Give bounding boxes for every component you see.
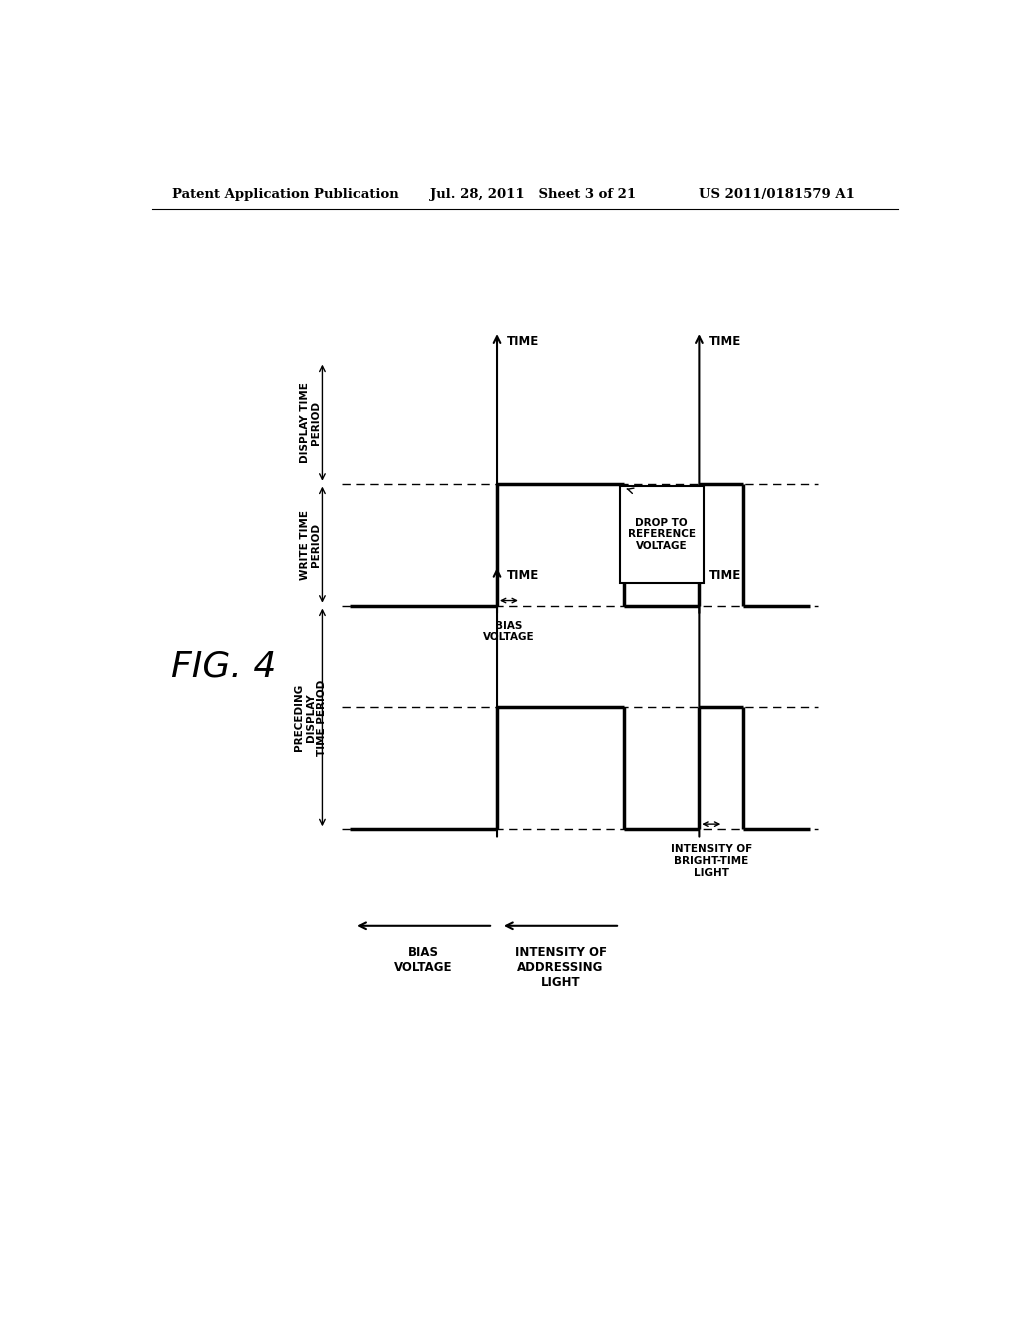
Text: DROP TO
REFERENCE
VOLTAGE: DROP TO REFERENCE VOLTAGE — [628, 517, 695, 550]
FancyBboxPatch shape — [620, 486, 703, 583]
Text: BIAS
VOLTAGE: BIAS VOLTAGE — [483, 620, 535, 643]
Text: WRITE TIME
PERIOD: WRITE TIME PERIOD — [300, 510, 322, 579]
Text: TIME: TIME — [507, 569, 539, 582]
Text: INTENSITY OF
BRIGHT-TIME
LIGHT: INTENSITY OF BRIGHT-TIME LIGHT — [671, 845, 752, 878]
Text: US 2011/0181579 A1: US 2011/0181579 A1 — [699, 189, 855, 202]
Text: FIG. 4: FIG. 4 — [171, 649, 275, 684]
Text: TIME: TIME — [709, 569, 741, 582]
Text: PRECEDING
DISPLAY
TIME PERIOD: PRECEDING DISPLAY TIME PERIOD — [294, 680, 327, 755]
Text: TIME: TIME — [507, 335, 539, 348]
Text: DISPLAY TIME
PERIOD: DISPLAY TIME PERIOD — [300, 383, 322, 463]
Text: TIME: TIME — [709, 335, 741, 348]
Text: Jul. 28, 2011   Sheet 3 of 21: Jul. 28, 2011 Sheet 3 of 21 — [430, 189, 636, 202]
Text: Patent Application Publication: Patent Application Publication — [172, 189, 398, 202]
Text: BIAS
VOLTAGE: BIAS VOLTAGE — [394, 946, 453, 974]
Text: INTENSITY OF
ADDRESSING
LIGHT: INTENSITY OF ADDRESSING LIGHT — [514, 946, 606, 989]
